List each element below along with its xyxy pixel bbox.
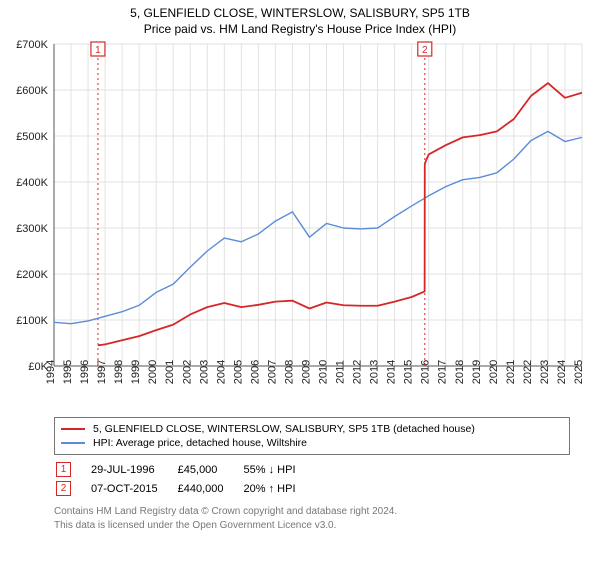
svg-text:2008: 2008 [283,360,295,384]
svg-text:2015: 2015 [403,360,415,384]
svg-text:2002: 2002 [181,360,193,384]
sale-price: £440,000 [178,480,242,497]
svg-text:2001: 2001 [164,360,176,384]
svg-text:2014: 2014 [386,360,398,384]
svg-text:2004: 2004 [215,360,227,384]
legend-swatch [61,428,85,430]
sale-price: £45,000 [178,461,242,478]
svg-text:1: 1 [95,45,101,56]
svg-text:£200K: £200K [16,269,48,281]
sale-delta: 55% ↓ HPI [244,461,314,478]
svg-text:2003: 2003 [198,360,210,384]
legend-swatch [61,442,85,444]
svg-text:2012: 2012 [352,360,364,384]
sales-table: 1 29-JUL-1996£45,00055% ↓ HPI 2 07-OCT-2015… [54,459,316,499]
footer-line-2: This data is licensed under the Open Gov… [54,519,600,533]
svg-text:2000: 2000 [147,360,159,384]
svg-text:2020: 2020 [488,360,500,384]
svg-text:£400K: £400K [16,177,48,189]
legend-label: HPI: Average price, detached house, Wilt… [93,437,307,449]
chart-svg: £0K£100K£200K£300K£400K£500K£600K£700K19… [0,36,600,406]
svg-text:£500K: £500K [16,131,48,143]
table-row: 2 07-OCT-2015£440,00020% ↑ HPI [56,480,314,497]
svg-text:£300K: £300K [16,223,48,235]
footer-attribution: Contains HM Land Registry data © Crown c… [54,505,600,532]
svg-text:2022: 2022 [522,360,534,384]
legend-row: 5, GLENFIELD CLOSE, WINTERSLOW, SALISBUR… [61,422,563,436]
legend-row: HPI: Average price, detached house, Wilt… [61,436,563,450]
legend: 5, GLENFIELD CLOSE, WINTERSLOW, SALISBUR… [54,417,570,455]
svg-text:1994: 1994 [45,360,57,384]
svg-text:2007: 2007 [266,360,278,384]
svg-text:1998: 1998 [113,360,125,384]
legend-label: 5, GLENFIELD CLOSE, WINTERSLOW, SALISBUR… [93,423,475,435]
svg-text:1996: 1996 [79,360,91,384]
footer-line-1: Contains HM Land Registry data © Crown c… [54,505,600,519]
svg-text:2011: 2011 [335,360,347,384]
svg-text:2006: 2006 [249,360,261,384]
svg-text:£700K: £700K [16,39,48,51]
svg-text:£600K: £600K [16,85,48,97]
svg-text:2010: 2010 [318,360,330,384]
svg-text:2019: 2019 [471,360,483,384]
svg-text:2005: 2005 [232,360,244,384]
svg-text:1999: 1999 [130,360,142,384]
svg-text:2009: 2009 [300,360,312,384]
svg-text:2024: 2024 [556,360,568,384]
chart-area: £0K£100K£200K£300K£400K£500K£600K£700K19… [0,36,600,411]
svg-text:2023: 2023 [539,360,551,384]
chart-subtitle: Price paid vs. HM Land Registry's House … [0,22,600,36]
svg-text:2021: 2021 [505,360,517,384]
svg-text:2013: 2013 [369,360,381,384]
svg-text:£100K: £100K [16,315,48,327]
sale-date: 29-JUL-1996 [91,461,176,478]
svg-text:2016: 2016 [420,360,432,384]
svg-text:2017: 2017 [437,360,449,384]
svg-text:2018: 2018 [454,360,466,384]
sale-marker-icon: 1 [56,462,71,477]
table-row: 1 29-JUL-1996£45,00055% ↓ HPI [56,461,314,478]
sale-delta: 20% ↑ HPI [244,480,314,497]
svg-text:1995: 1995 [62,360,74,384]
chart-title: 5, GLENFIELD CLOSE, WINTERSLOW, SALISBUR… [0,6,600,20]
sale-marker-icon: 2 [56,481,71,496]
svg-text:2025: 2025 [573,360,585,384]
svg-text:2: 2 [422,45,428,56]
sale-date: 07-OCT-2015 [91,480,176,497]
